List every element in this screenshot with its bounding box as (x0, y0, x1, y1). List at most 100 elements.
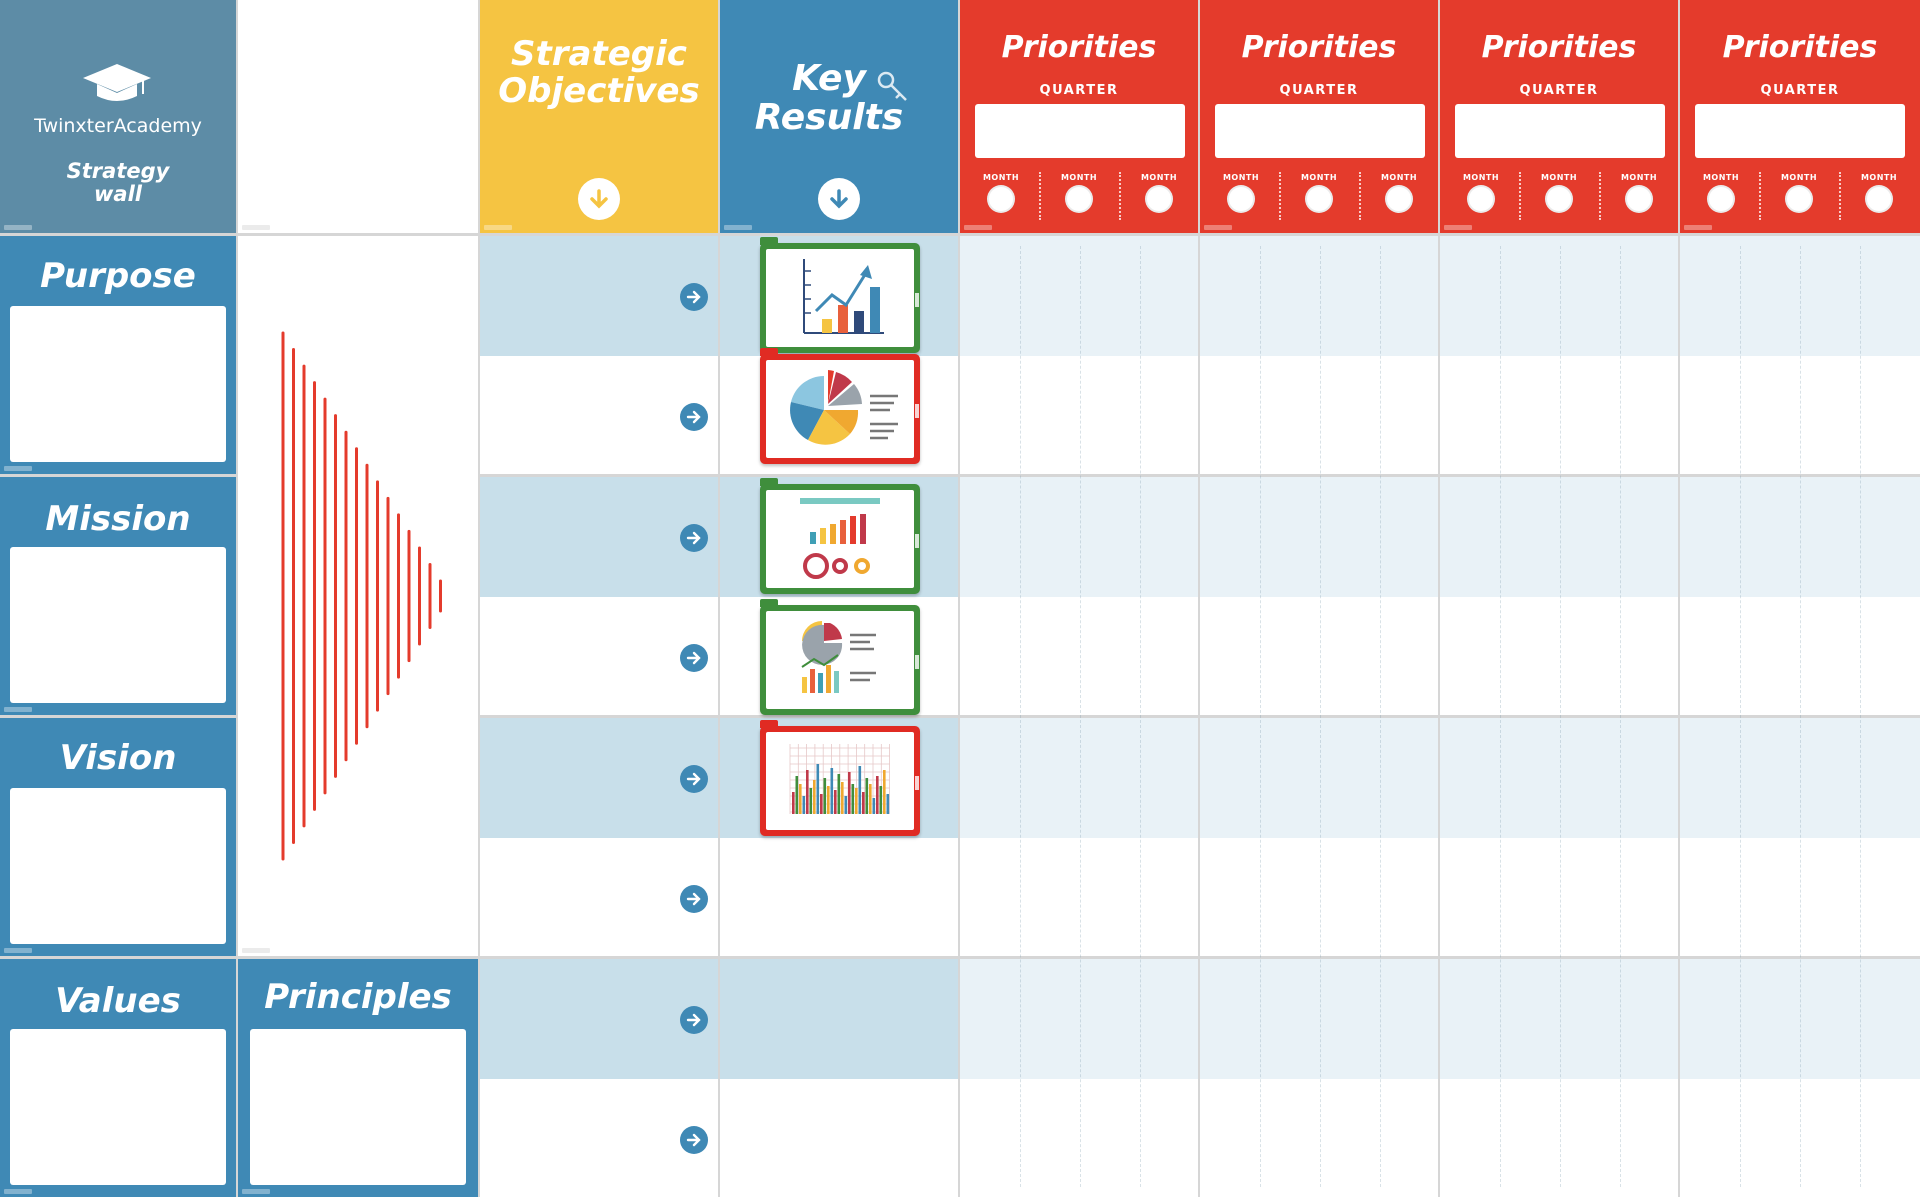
priority-slot[interactable] (1200, 959, 1438, 1079)
key-result-row[interactable] (720, 1079, 958, 1197)
month-field[interactable]: MONTH (1049, 173, 1109, 213)
month-field[interactable]: MONTH (1691, 173, 1751, 213)
purpose-panel: Purpose (0, 236, 236, 474)
objective-row[interactable] (480, 1079, 718, 1197)
objective-row[interactable] (480, 477, 718, 597)
arrow-right-icon[interactable] (680, 644, 708, 672)
key-results-header: Key Results (720, 0, 958, 233)
vision-label: Vision (59, 738, 177, 778)
priority-slot[interactable] (1440, 959, 1678, 1079)
mission-label: Mission (45, 499, 191, 539)
key-result-card[interactable] (760, 720, 920, 836)
priority-slot[interactable] (1680, 597, 1920, 715)
priority-slot[interactable] (1440, 718, 1678, 838)
priority-slot[interactable] (1440, 236, 1678, 356)
priority-slot[interactable] (960, 1079, 1198, 1197)
key-results-title: Key Results (754, 58, 904, 138)
arrow-down-icon[interactable] (818, 178, 860, 220)
key-result-row[interactable] (720, 838, 958, 956)
priority-slot[interactable] (960, 838, 1198, 956)
priorities-header-3: Priorities QUARTER MONTH MONTH MONTH (1440, 0, 1678, 233)
objectives-grid (480, 236, 1920, 1197)
priority-slot[interactable] (1440, 838, 1678, 956)
quarter-label: QUARTER (1519, 83, 1599, 98)
month-field[interactable]: MONTH (1451, 173, 1511, 213)
mixed-charts-icon (801, 621, 876, 693)
arrow-right-icon[interactable] (680, 1006, 708, 1034)
priority-slot[interactable] (1200, 1079, 1438, 1197)
brand-name: TwinxterAcademy (34, 115, 202, 137)
priority-slot[interactable] (1680, 718, 1920, 838)
priority-slot[interactable] (1440, 597, 1678, 715)
vision-input[interactable] (10, 788, 226, 944)
priority-slot[interactable] (1680, 356, 1920, 474)
priority-slot[interactable] (1200, 477, 1438, 597)
objective-row[interactable] (480, 959, 718, 1079)
growth-chart-icon (803, 259, 884, 334)
key-result-card[interactable] (760, 237, 920, 353)
key-result-card[interactable] (760, 478, 920, 594)
priority-slot[interactable] (1680, 959, 1920, 1079)
key-result-card[interactable] (760, 348, 920, 464)
priority-slot[interactable] (1680, 236, 1920, 356)
objective-row[interactable] (480, 597, 718, 715)
priority-slot[interactable] (1680, 838, 1920, 956)
month-field[interactable]: MONTH (1129, 173, 1189, 213)
arrow-right-icon[interactable] (680, 524, 708, 552)
arrow-right-icon[interactable] (680, 1126, 708, 1154)
principles-input[interactable] (250, 1029, 466, 1185)
arrow-right-icon[interactable] (680, 765, 708, 793)
quarter-input[interactable] (1695, 104, 1905, 158)
vision-panel: Vision (0, 718, 236, 956)
values-input[interactable] (10, 1029, 226, 1185)
priority-slot[interactable] (1440, 477, 1678, 597)
month-field[interactable]: MONTH (1369, 173, 1429, 213)
mission-input[interactable] (10, 547, 226, 703)
quarter-input[interactable] (1215, 104, 1425, 158)
principles-panel: Principles (238, 959, 478, 1197)
objective-row[interactable] (480, 356, 718, 474)
priority-slot[interactable] (1200, 356, 1438, 474)
objective-row[interactable] (480, 718, 718, 838)
priority-slot[interactable] (1200, 597, 1438, 715)
month-field[interactable]: MONTH (1211, 173, 1271, 213)
arrow-down-icon[interactable] (578, 178, 620, 220)
priority-slot[interactable] (1200, 236, 1438, 356)
priority-slot[interactable] (960, 236, 1198, 356)
brand-subtitle: Strategy wall (66, 159, 170, 206)
priorities-title: Priorities (1722, 30, 1878, 65)
priority-slot[interactable] (960, 959, 1198, 1079)
key-result-card[interactable] (760, 599, 920, 715)
month-field[interactable]: MONTH (1769, 173, 1829, 213)
quarter-label: QUARTER (1039, 83, 1119, 98)
priority-slot[interactable] (960, 597, 1198, 715)
arrow-right-icon[interactable] (680, 403, 708, 431)
month-field[interactable]: MONTH (1289, 173, 1349, 213)
key-result-row[interactable] (720, 959, 958, 1079)
objective-row[interactable] (480, 236, 718, 356)
quarter-label: QUARTER (1760, 83, 1840, 98)
quarter-input[interactable] (975, 104, 1185, 158)
priority-slot[interactable] (960, 477, 1198, 597)
arrow-right-icon[interactable] (680, 885, 708, 913)
priority-slot[interactable] (1440, 1079, 1678, 1197)
priority-slot[interactable] (960, 356, 1198, 474)
objective-row[interactable] (480, 838, 718, 956)
priority-slot[interactable] (1200, 838, 1438, 956)
priority-slot[interactable] (1200, 718, 1438, 838)
month-field[interactable]: MONTH (1529, 173, 1589, 213)
priority-slot[interactable] (1680, 477, 1920, 597)
priority-slot[interactable] (1440, 356, 1678, 474)
month-field[interactable]: MONTH (1849, 173, 1909, 213)
quarter-input[interactable] (1455, 104, 1665, 158)
strategic-objectives-title: Strategic Objectives (498, 34, 700, 111)
key-icon (877, 71, 907, 101)
brand-mark (4, 225, 32, 230)
priority-slot[interactable] (960, 718, 1198, 838)
arrow-right-icon[interactable] (680, 283, 708, 311)
purpose-input[interactable] (10, 306, 226, 462)
purpose-label: Purpose (40, 256, 196, 296)
priority-slot[interactable] (1680, 1079, 1920, 1197)
month-field[interactable]: MONTH (1609, 173, 1669, 213)
month-field[interactable]: MONTH (971, 173, 1031, 213)
